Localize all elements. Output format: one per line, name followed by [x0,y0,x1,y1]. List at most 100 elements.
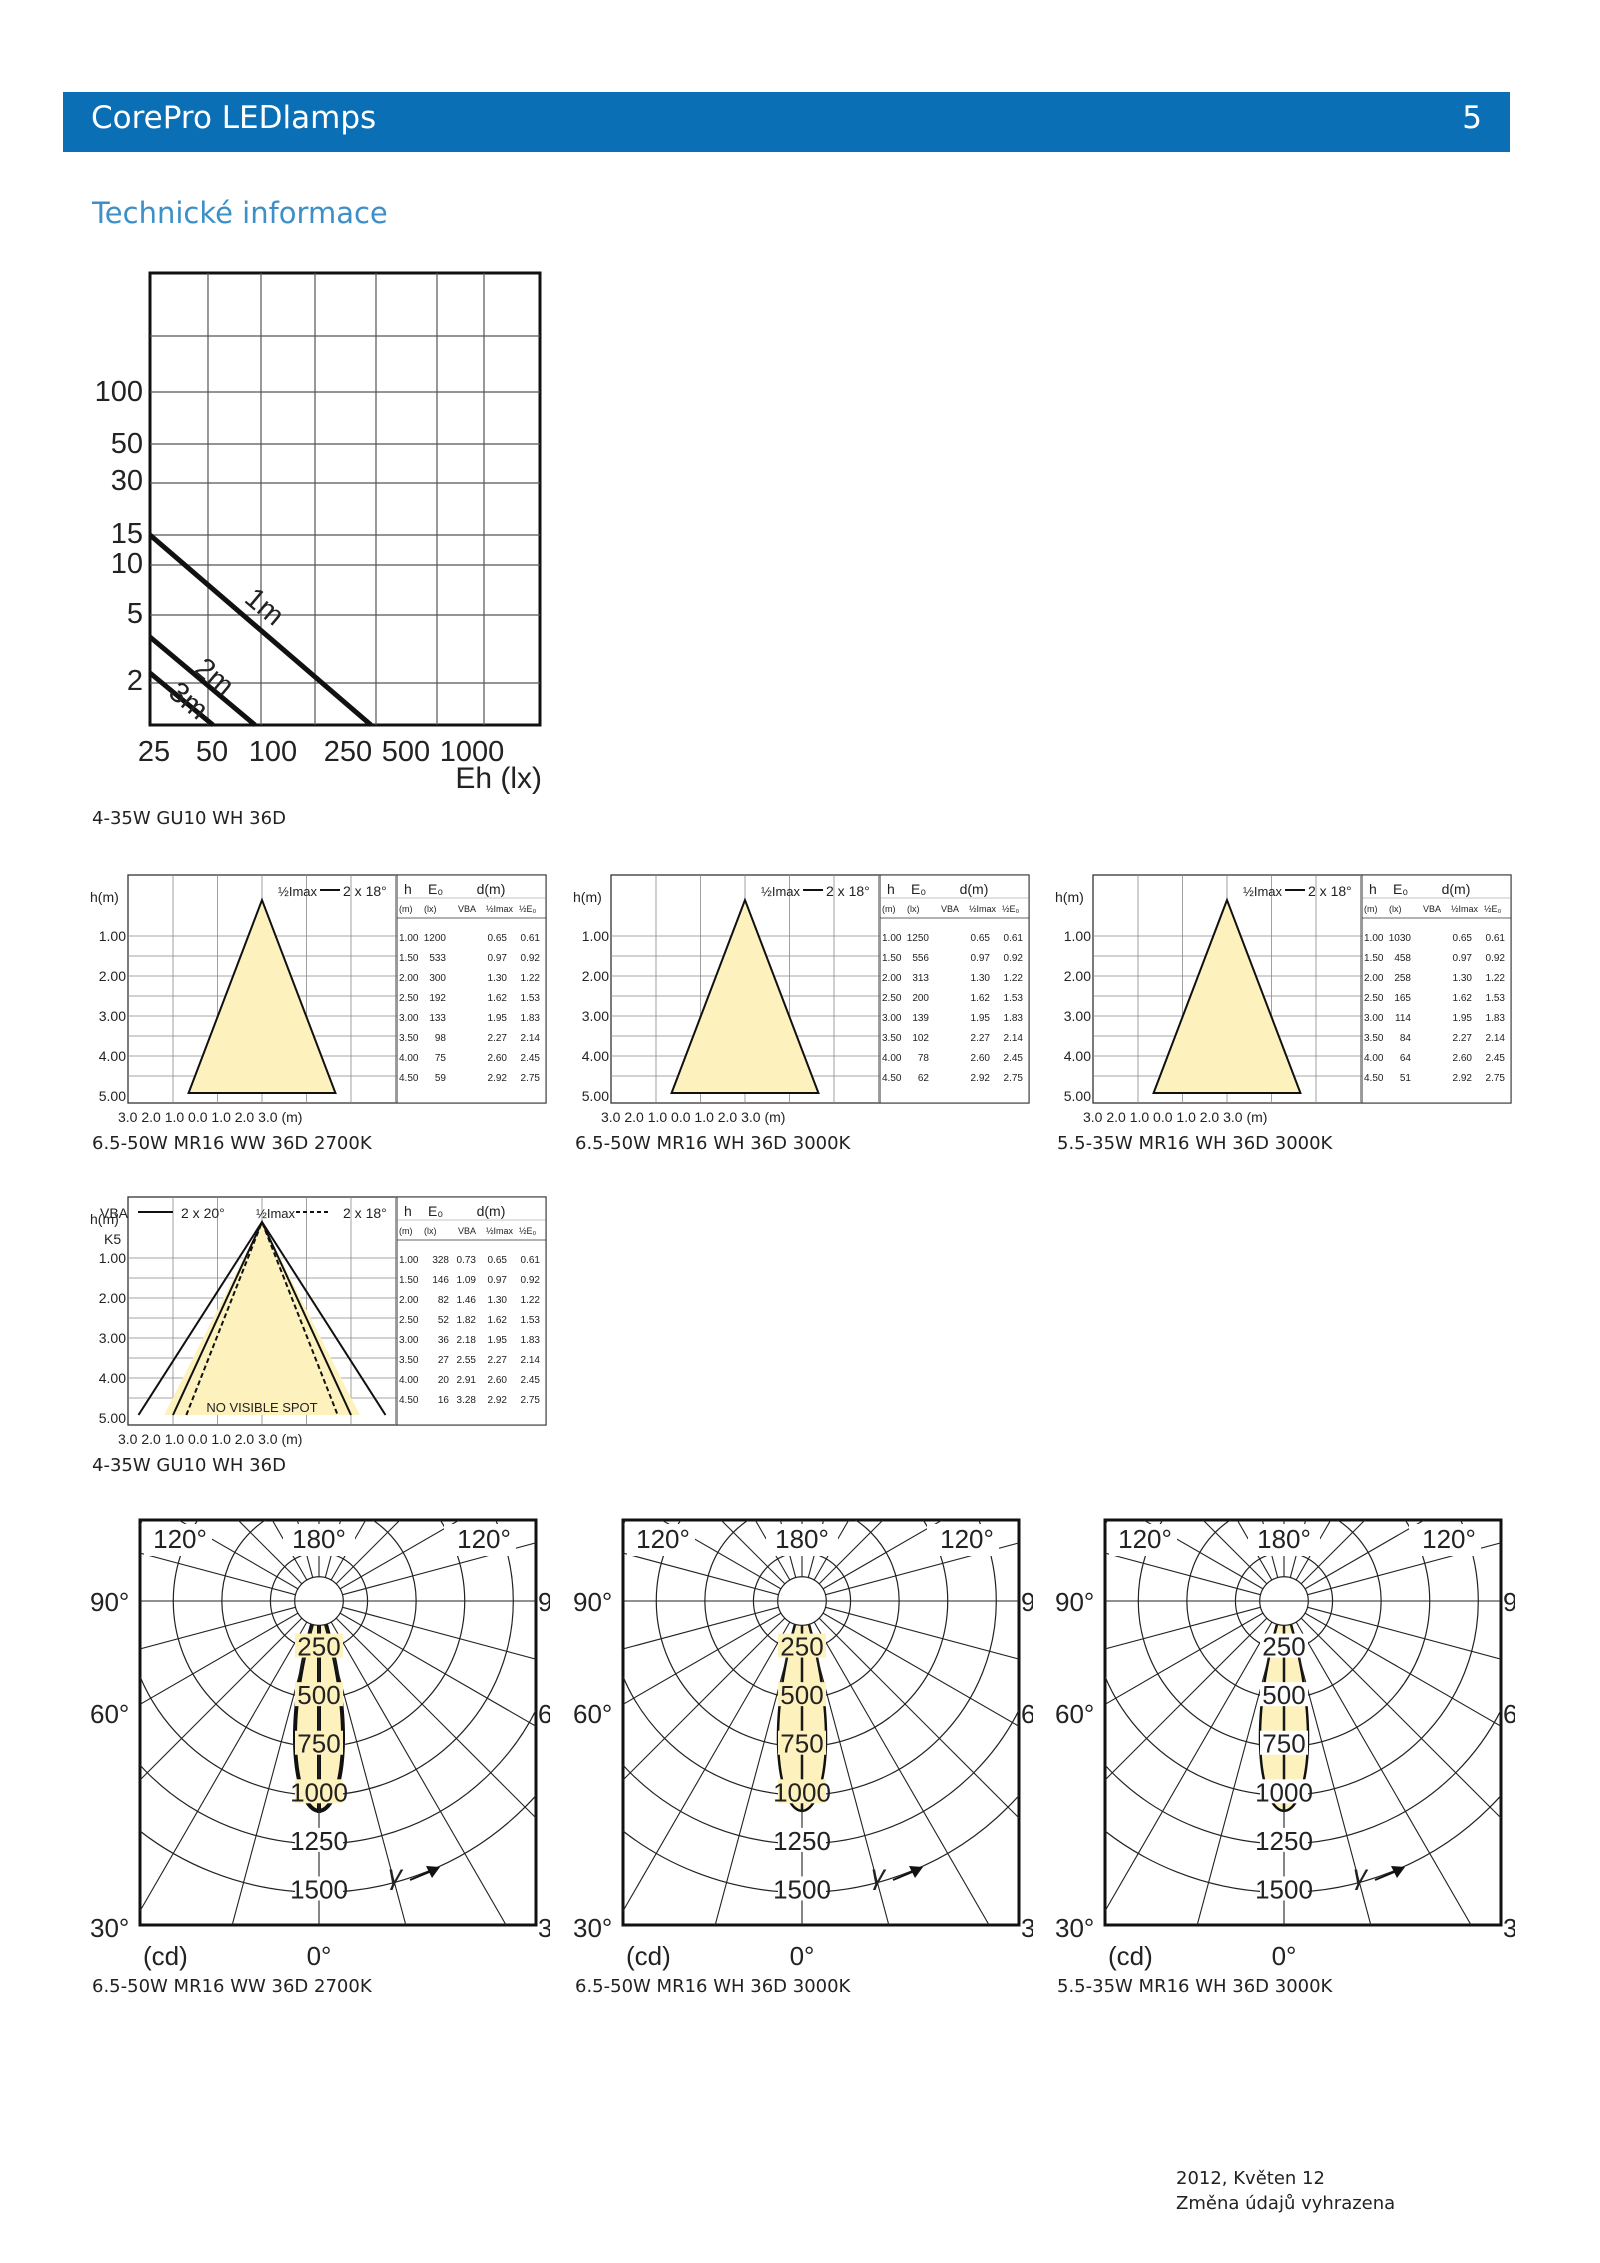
polar-unit: (cd) [626,1941,671,1971]
x-axis-label: 3.0 2.0 1.0 0.0 1.0 2.0 3.0 (m) [118,1109,302,1125]
ring-label-bg [295,1876,343,1901]
col-unit: (lx) [1389,904,1402,914]
polar-ray [822,1520,944,1590]
angle-label: 120° [1422,1524,1476,1554]
cell-e0: 192 [429,993,446,1004]
cell-vba: 3.28 [457,1395,477,1406]
col-h: h [887,881,895,897]
beam-cone [670,897,820,1094]
legend-beam: 2 x 18° [826,883,870,899]
cell-imax: 0.65 [1453,933,1473,944]
col-e0: E₀ [428,881,443,897]
col-e: ½E₀ [1002,904,1020,914]
legend-beam: 2 x 20° [181,1205,225,1221]
col-imax: ½Imax [486,1226,514,1236]
cell-imax: 1.30 [971,973,991,984]
cell-e0: 313 [912,973,929,984]
col-dm: d(m) [477,881,506,897]
polar-ray [140,1621,308,1913]
polar-ring-label: 750 [780,1729,823,1759]
cell-imax: 1.62 [971,993,991,1004]
ring-label-bg [295,1633,343,1658]
beam-table [396,1196,547,1426]
x-tick: 250 [324,736,372,768]
polar-unit: (cd) [143,1941,188,1971]
col-vba: VBA [941,904,959,914]
col-dm: d(m) [960,881,989,897]
cell-h: 2.00 [1364,973,1384,984]
y-tick: 100 [95,376,143,408]
beam-chart: h(m)1.002.003.004.005.003.0 2.0 1.0 0.0 … [90,874,547,1125]
cell-e: 1.83 [521,1335,541,1346]
y-axis-label: h(m) [1055,889,1084,905]
y-tick: 2.00 [99,968,126,984]
angle-label: 120° [1118,1524,1172,1554]
beam-cone-fill [164,1222,360,1415]
cell-e0: 102 [912,1033,929,1044]
polar-ray [1105,1621,1273,1913]
ring-label-bg [778,1876,826,1901]
cell-imax: 1.62 [1453,993,1473,1004]
cell-e: 0.61 [521,933,541,944]
angle-bg [1248,1524,1320,1556]
y-tick: 3.00 [582,1008,609,1024]
beam-table [879,874,1030,1104]
col-e0: E₀ [1393,881,1408,897]
cell-e: 0.92 [1004,953,1024,964]
cell-imax: 0.97 [488,1275,508,1286]
legend-imax: ½Imax [256,1206,296,1221]
cell-h: 3.00 [882,1013,902,1024]
angle-label: 90° [1503,1587,1515,1617]
x-tick: 100 [249,736,297,768]
cell-imax: 2.60 [1453,1053,1473,1064]
cell-h: 3.00 [399,1013,419,1024]
cell-e0: 556 [912,953,929,964]
angle-label: 30° [573,1913,612,1943]
col-h: h [404,1203,412,1219]
cell-h: 2.00 [399,1295,419,1306]
y-tick: 3.00 [1064,1008,1091,1024]
polar-ray [1105,1612,1264,1705]
cell-e0: 1200 [424,933,447,944]
cell-imax: 2.27 [488,1355,508,1366]
cell-imax: 2.27 [488,1033,508,1044]
polar-ray [807,1624,890,1925]
polar-ray [342,1606,536,1660]
polar-ray [825,1606,1019,1660]
angle-label: 60° [1503,1699,1515,1729]
x-tick: 1000 [440,736,505,768]
cell-e: 0.92 [521,1275,541,1286]
cell-e0: 59 [435,1073,447,1084]
cell-e: 2.45 [521,1053,541,1064]
legend-beam: 2 x 18° [343,1205,387,1221]
y-tick: 3.00 [99,1330,126,1346]
angle-label: 90° [1055,1587,1094,1617]
legend-vba: VBA [100,1205,129,1221]
beam-caption: 4-35W GU10 WH 36D [92,1455,286,1476]
cell-imax: 0.65 [971,933,991,944]
polar-unit: (cd) [1108,1941,1153,1971]
cell-e0: 51 [1400,1073,1412,1084]
polar-ray [714,1624,797,1925]
ring-label-bg [295,1779,343,1804]
cell-h: 4.00 [1364,1053,1384,1064]
polar-ray [339,1520,461,1590]
ring-label-bg [1260,1633,1308,1658]
polar-ring-label: 1500 [1255,1874,1313,1904]
cell-e: 1.53 [521,1315,541,1326]
cell-e: 1.22 [521,1295,541,1306]
cell-imax: 2.60 [488,1053,508,1064]
isolux-y-ticks: 100 50 30 15 10 5 2 [95,376,143,697]
col-e0: E₀ [428,1203,443,1219]
cell-e: 0.92 [521,953,541,964]
col-unit: (lx) [424,904,437,914]
polar-chart: 250 500 750 1000 1250 1500 120° 180° 120° 90° 90° 6… [573,1518,1033,1971]
cell-h: 4.50 [399,1073,419,1084]
y-tick: 5.00 [99,1088,126,1104]
footer-note: Změna údajů vyhrazena [1176,2193,1396,2214]
beam-table [396,874,547,1104]
angle-label: 180° [1257,1524,1311,1554]
angle-label: 60° [538,1699,550,1729]
cell-e0: 62 [918,1073,930,1084]
y-tick: 1.00 [99,1250,126,1266]
